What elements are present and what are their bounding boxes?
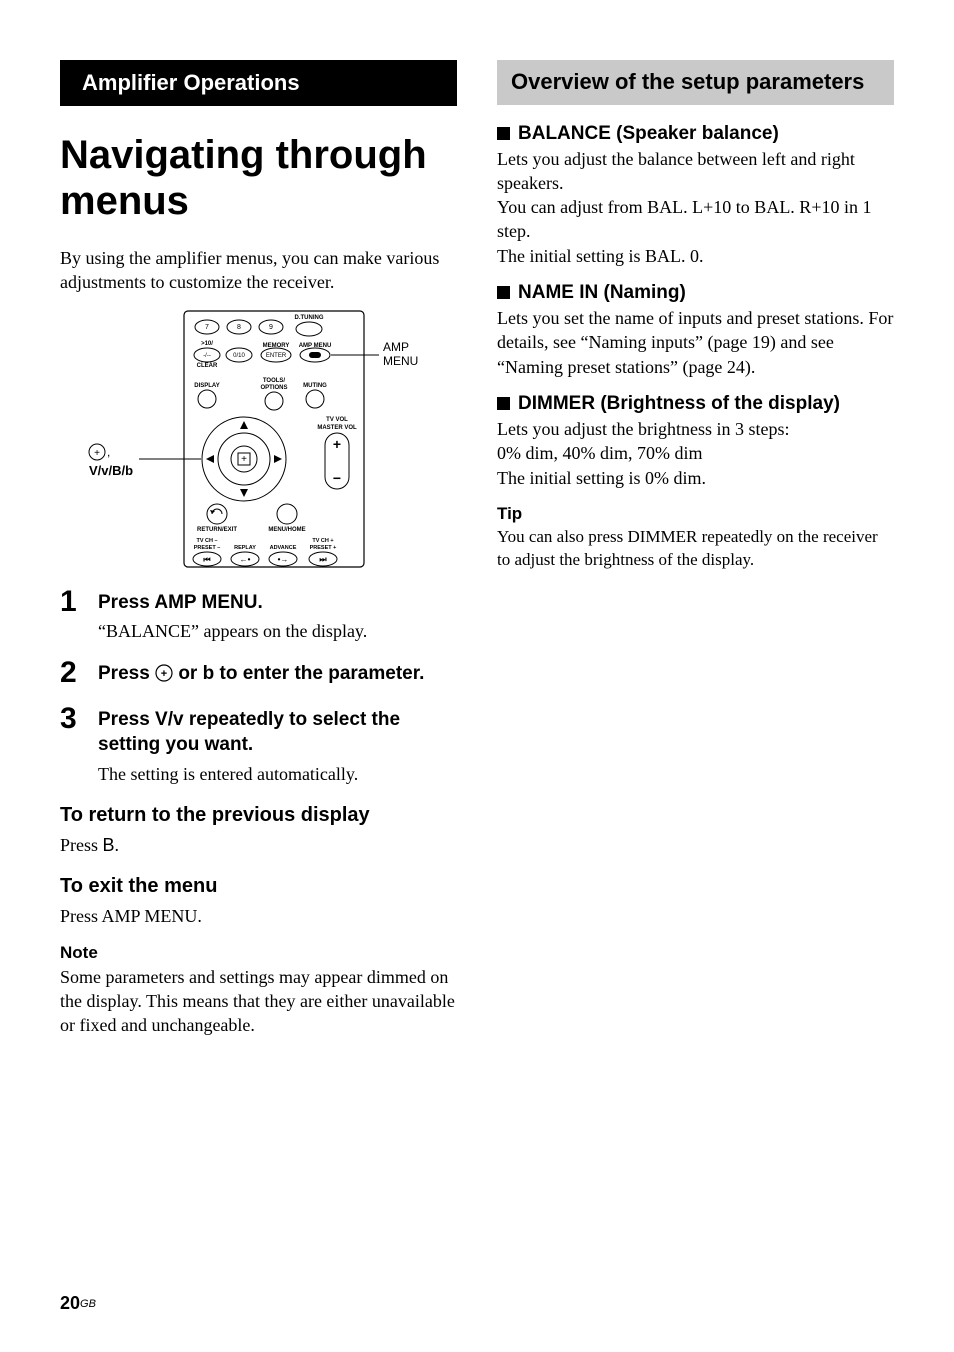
- left-column: Amplifier Operations Navigating through …: [60, 60, 457, 1051]
- return-body: Press B.: [60, 833, 457, 857]
- tip-heading: Tip: [497, 504, 894, 524]
- svg-text:8: 8: [237, 324, 241, 331]
- param-namein-body: Lets you set the name of inputs and pres…: [497, 306, 894, 379]
- overview-header: Overview of the setup parameters: [497, 60, 894, 105]
- svg-text:+: +: [332, 436, 340, 452]
- svg-text:V/v/B/b: V/v/B/b: [89, 463, 133, 478]
- page-number: 20: [60, 1293, 80, 1313]
- svg-text:⏭: ⏭: [319, 555, 327, 564]
- up-down-arrow-icon: V/v: [155, 709, 184, 730]
- right-column: Overview of the setup parameters BALANCE…: [497, 60, 894, 1051]
- param-dimmer-body: Lets you adjust the brightness in 3 step…: [497, 417, 894, 490]
- svg-text:⏮: ⏮: [203, 555, 210, 564]
- step-caption: “BALANCE” appears on the display.: [98, 619, 367, 643]
- svg-text:RETURN/EXIT: RETURN/EXIT: [196, 527, 236, 533]
- svg-text:PRESET –: PRESET –: [193, 545, 220, 551]
- svg-text:9: 9: [269, 324, 273, 331]
- enter-icon: +: [155, 664, 173, 682]
- param-balance-body: Lets you adjust the balance between left…: [497, 147, 894, 268]
- param-dimmer-head: DIMMER (Brightness of the display): [497, 393, 894, 415]
- bullet-square-icon: [497, 286, 510, 299]
- svg-text:ADVANCE: ADVANCE: [269, 545, 296, 551]
- svg-text:REPLAY: REPLAY: [234, 545, 256, 551]
- svg-text:•→: •→: [277, 555, 288, 564]
- page-suffix: GB: [80, 1298, 96, 1310]
- left-arrow-icon: B: [103, 835, 115, 855]
- intro-paragraph: By using the amplifier menus, you can ma…: [60, 246, 457, 295]
- exit-body: Press AMP MENU.: [60, 904, 457, 928]
- svg-text:>10/: >10/: [201, 341, 213, 347]
- svg-text:+: +: [161, 668, 167, 680]
- svg-text:MENU/HOME: MENU/HOME: [268, 527, 305, 533]
- svg-text:CLEAR: CLEAR: [196, 363, 217, 369]
- tip-body: You can also press DIMMER repeatedly on …: [497, 526, 894, 572]
- step-title: Press + or b to enter the parameter.: [98, 662, 424, 687]
- exit-heading: To exit the menu: [60, 875, 457, 898]
- steps-list: 1 Press AMP MENU. “BALANCE” appears on t…: [60, 587, 457, 786]
- right-arrow-icon: b: [203, 663, 215, 684]
- step-title: Press V/v repeatedly to select the setti…: [98, 708, 457, 757]
- bullet-square-icon: [497, 397, 510, 410]
- bullet-square-icon: [497, 127, 510, 140]
- section-header-wrap: Amplifier Operations: [60, 60, 457, 106]
- svg-text:TV CH +: TV CH +: [312, 538, 333, 544]
- step-3: 3 Press V/v repeatedly to select the set…: [60, 704, 457, 786]
- remote-control-figure: 7 8 9 D.TUNING >10/ -/-- CLEAR 0/10 MEMO…: [79, 309, 439, 569]
- page-title: Navigating through menus: [60, 132, 457, 224]
- step-number: 3: [60, 704, 98, 734]
- svg-text:−: −: [332, 470, 340, 486]
- step-number: 1: [60, 587, 98, 617]
- svg-text:PRESET +: PRESET +: [309, 545, 336, 551]
- step-1: 1 Press AMP MENU. “BALANCE” appears on t…: [60, 587, 457, 644]
- svg-text:-/--: -/--: [203, 353, 211, 359]
- section-header: Amplifier Operations: [68, 60, 457, 106]
- accent-bar: [60, 60, 68, 106]
- param-namein-head: NAME IN (Naming): [497, 282, 894, 304]
- svg-text:TOOLS/: TOOLS/: [262, 378, 285, 384]
- svg-text:OPTIONS: OPTIONS: [260, 385, 287, 391]
- step-number: 2: [60, 658, 98, 688]
- svg-text:TV VOL: TV VOL: [326, 417, 348, 423]
- svg-text:0/10: 0/10: [233, 353, 245, 359]
- svg-text:+: +: [94, 448, 100, 459]
- svg-text:←•: ←•: [239, 555, 250, 564]
- nav-callout: + , V/v/B/b: [89, 444, 133, 478]
- svg-text:+: +: [241, 454, 247, 465]
- page-footer: 20GB: [60, 1293, 96, 1314]
- step-2: 2 Press + or b to enter the parameter.: [60, 658, 457, 691]
- amp-menu-callout: AMP: [383, 340, 409, 354]
- param-balance-head: BALANCE (Speaker balance): [497, 123, 894, 145]
- svg-text:MUTING: MUTING: [303, 383, 327, 389]
- svg-text:TV CH –: TV CH –: [196, 538, 217, 544]
- note-heading: Note: [60, 943, 457, 963]
- step-title: Press AMP MENU.: [98, 591, 367, 616]
- svg-text:DISPLAY: DISPLAY: [194, 383, 219, 389]
- step-caption: The setting is entered automatically.: [98, 762, 457, 786]
- note-body: Some parameters and settings may appear …: [60, 965, 457, 1038]
- svg-text:D.TUNING: D.TUNING: [294, 315, 323, 321]
- svg-text:MENU: MENU: [383, 354, 418, 368]
- svg-text:,: ,: [107, 445, 110, 459]
- svg-text:MASTER VOL: MASTER VOL: [317, 425, 357, 431]
- svg-text:ENTER: ENTER: [265, 353, 286, 359]
- return-heading: To return to the previous display: [60, 804, 457, 827]
- svg-text:7: 7: [205, 324, 209, 331]
